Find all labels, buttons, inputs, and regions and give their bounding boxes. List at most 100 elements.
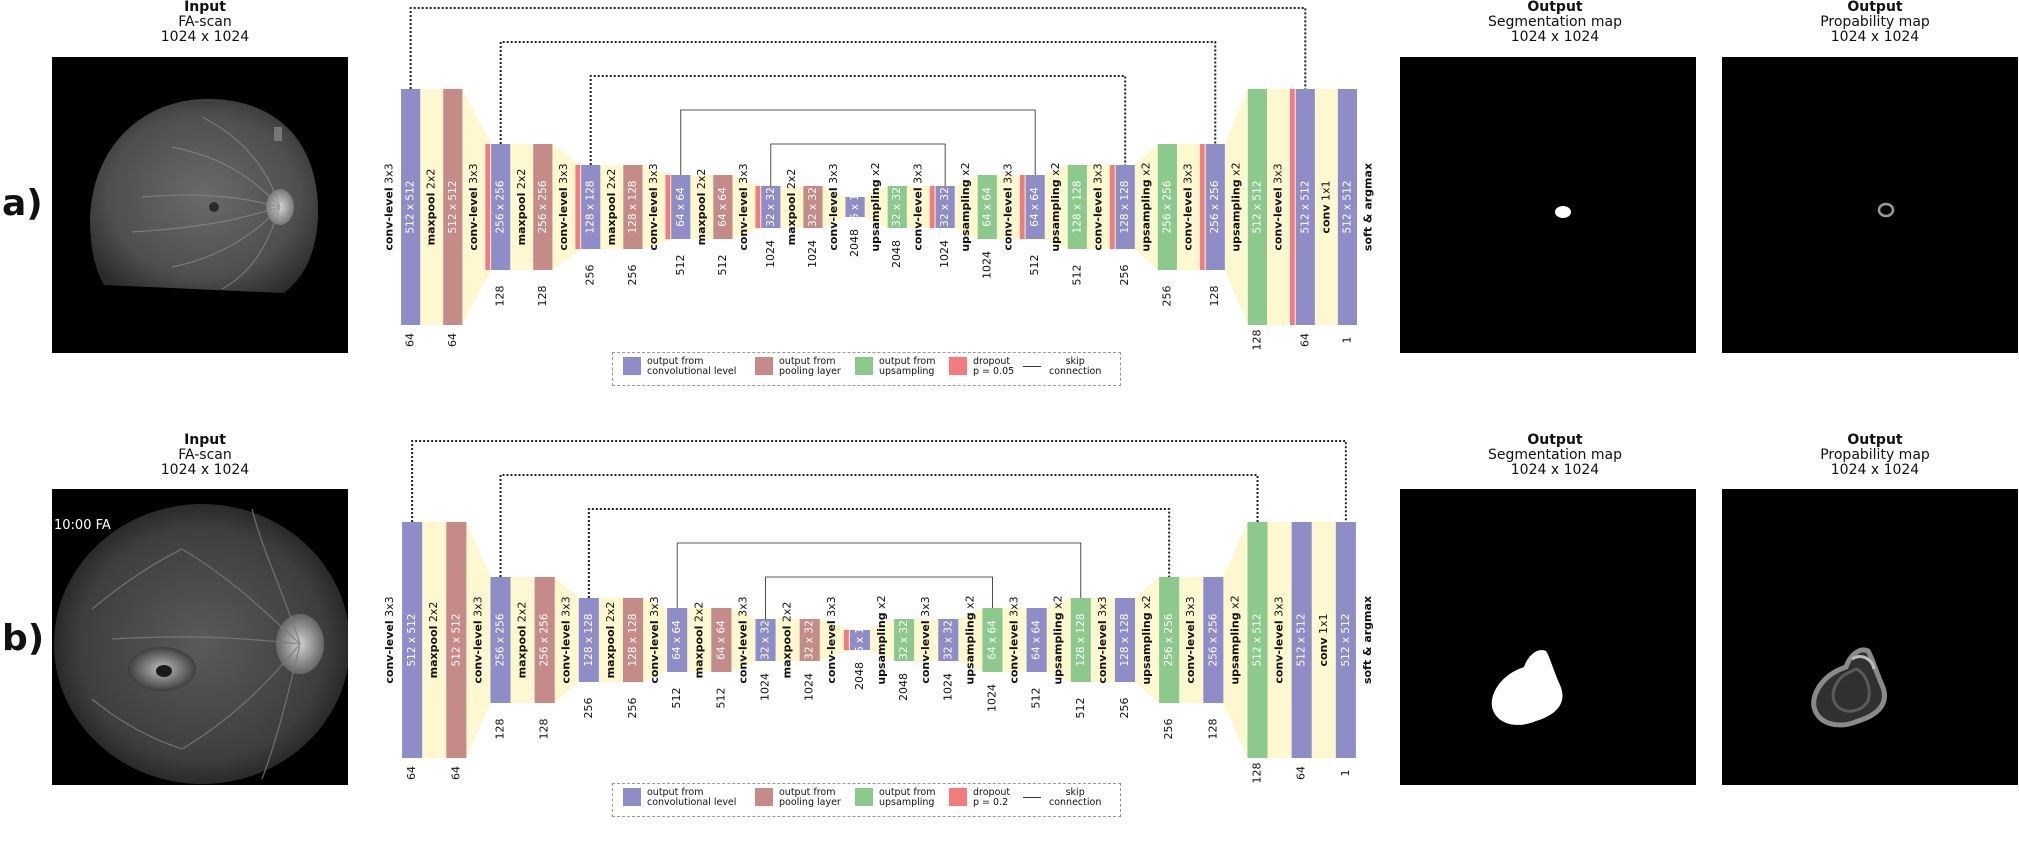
channel-count-label: 64 (1295, 766, 1308, 780)
operation-param: 3x3 (647, 163, 660, 187)
operation-name: maxpool (785, 193, 798, 246)
layer-operation-label: conv-level 3x3 (1096, 596, 1109, 683)
channel-count-label: 128 (493, 719, 506, 740)
upsampling-output-block (977, 175, 997, 239)
transition-funnel (466, 522, 491, 758)
legend-pool-text: output from pooling layer (779, 787, 841, 808)
channel-count-label: 256 (1160, 286, 1173, 307)
probability-map-image (1722, 489, 2018, 785)
operation-name: maxpool (516, 626, 529, 679)
transition-funnel (422, 522, 447, 758)
layer-operation-label: conv-level 3x3 (383, 163, 396, 250)
channel-count-label: 128 (1250, 330, 1263, 351)
block-resolution-label: 128 x 128 (627, 614, 639, 667)
channel-count-label: 128 (536, 286, 549, 307)
conv-output-block (1203, 577, 1224, 703)
block-resolution-label: 256 x 256 (1163, 613, 1175, 666)
conv-output-block (761, 186, 781, 228)
channel-count-label: 64 (449, 766, 462, 780)
channel-count-label: 64 (446, 333, 459, 347)
funnel-layer (422, 522, 1336, 758)
block-resolution-label: 512 x 512 (1252, 614, 1264, 667)
layer-operation-label: conv-level 3x3 (1091, 163, 1104, 250)
skip-connection (411, 440, 1347, 522)
dropout-bar (1019, 175, 1025, 239)
block-resolution-label: 512 x 512 (1341, 181, 1353, 234)
transition-funnel (780, 186, 804, 228)
operation-param: 2x2 (785, 169, 798, 193)
layer-operation-label: conv-level 3x3 (560, 596, 573, 683)
block-resolution-label: 512 x 512 (1251, 181, 1263, 234)
block-resolution-label: 512 x 512 (450, 614, 462, 667)
probability-map-drawing (1877, 202, 1895, 218)
legend-skip-line (1023, 797, 1041, 798)
operation-param: 3x3 (736, 596, 749, 620)
transition-funnel (869, 619, 895, 661)
operation-param: x2 (1140, 595, 1153, 612)
channel-count-label: 1024 (764, 240, 777, 268)
segmentation-map-image (1400, 489, 1696, 785)
channel-count-label: 256 (626, 698, 639, 719)
pool-output-block (623, 165, 643, 249)
output-seg-size: 1024 x 1024 (1510, 29, 1600, 45)
channel-count-label: 128 (1206, 719, 1219, 740)
operation-param: 2x2 (781, 602, 794, 626)
transition-funnel (1090, 598, 1115, 682)
layer-operation-label: conv-level 3x3 (911, 163, 924, 250)
operation-param: 2x2 (605, 169, 618, 193)
conv-output-block (935, 186, 955, 228)
transition-funnel (1266, 89, 1296, 325)
operation-name: conv-level (825, 620, 838, 683)
layer-operation-label: conv-level 3x3 (1001, 163, 1014, 250)
segmentation-map-drawing (1555, 206, 1571, 218)
conv-output-block (1026, 608, 1047, 672)
operation-name: upsampling (869, 179, 882, 251)
transition-funnel (554, 577, 579, 703)
operation-name: conv-level (1271, 187, 1284, 250)
skip-connection (676, 542, 1082, 608)
layer-operation-label: upsampling x2 (1229, 162, 1242, 251)
block-resolution-label: 512 x 512 (1296, 614, 1308, 667)
dropout-bar (575, 165, 581, 249)
layer-operation-label: conv-level 3x3 (1184, 596, 1197, 683)
pool-output-block (799, 619, 820, 661)
operation-param: 3x3 (919, 596, 932, 620)
conv-output-block (1205, 144, 1225, 270)
operation-name: upsampling (1140, 612, 1153, 684)
operation-name: upsampling (1139, 179, 1152, 251)
panel-label: a) (2, 183, 43, 224)
probability-map-image (1722, 57, 2018, 353)
layer-operation-label: maxpool 2x2 (605, 169, 618, 246)
transition-funnel (1311, 522, 1336, 758)
input-title: Input FA-scan 1024 x 1024 (60, 0, 350, 45)
legend-skip-line (1023, 366, 1041, 367)
pool-output-block (803, 186, 823, 228)
block-resolution-label: 128 x 128 (1119, 614, 1131, 667)
operation-name: conv-level (1184, 620, 1197, 683)
layer-operation-label: conv-level 3x3 (557, 163, 570, 250)
operation-param: 3x3 (467, 163, 480, 187)
channel-count-label: 256 (1118, 265, 1131, 286)
layer-operation-label: maxpool 2x2 (516, 602, 529, 679)
operation-name: conv (1319, 204, 1332, 234)
transition-funnel (420, 89, 444, 325)
layer-operation-label: conv-level 3x3 (383, 596, 396, 683)
conv-output-block (849, 630, 870, 650)
upsampling-output-block (887, 186, 907, 228)
layer-operation-label: conv-level 3x3 (1273, 596, 1286, 683)
block-layer: conv-level 3x3 512 x 512 64 maxpool 2x2 512 … (383, 522, 1374, 784)
skip-connection (765, 576, 993, 619)
channel-count-label: 256 (1162, 719, 1175, 740)
legend-conv-swatch (623, 357, 641, 375)
operation-param: 1x1 (1317, 613, 1330, 637)
layer-operation-label: maxpool 2x2 (425, 169, 438, 246)
block-resolution-label: 512 x 512 (447, 181, 459, 234)
funnel-layer (420, 89, 1338, 325)
fa-scan-drawing (90, 98, 319, 293)
transition-funnel (1086, 165, 1116, 249)
transition-funnel (1046, 598, 1071, 682)
operation-name: conv-level (467, 187, 480, 250)
layer-operation-label: conv-level 3x3 (648, 596, 661, 683)
operation-param: 2x2 (425, 169, 438, 193)
operation-name: maxpool (692, 626, 705, 679)
